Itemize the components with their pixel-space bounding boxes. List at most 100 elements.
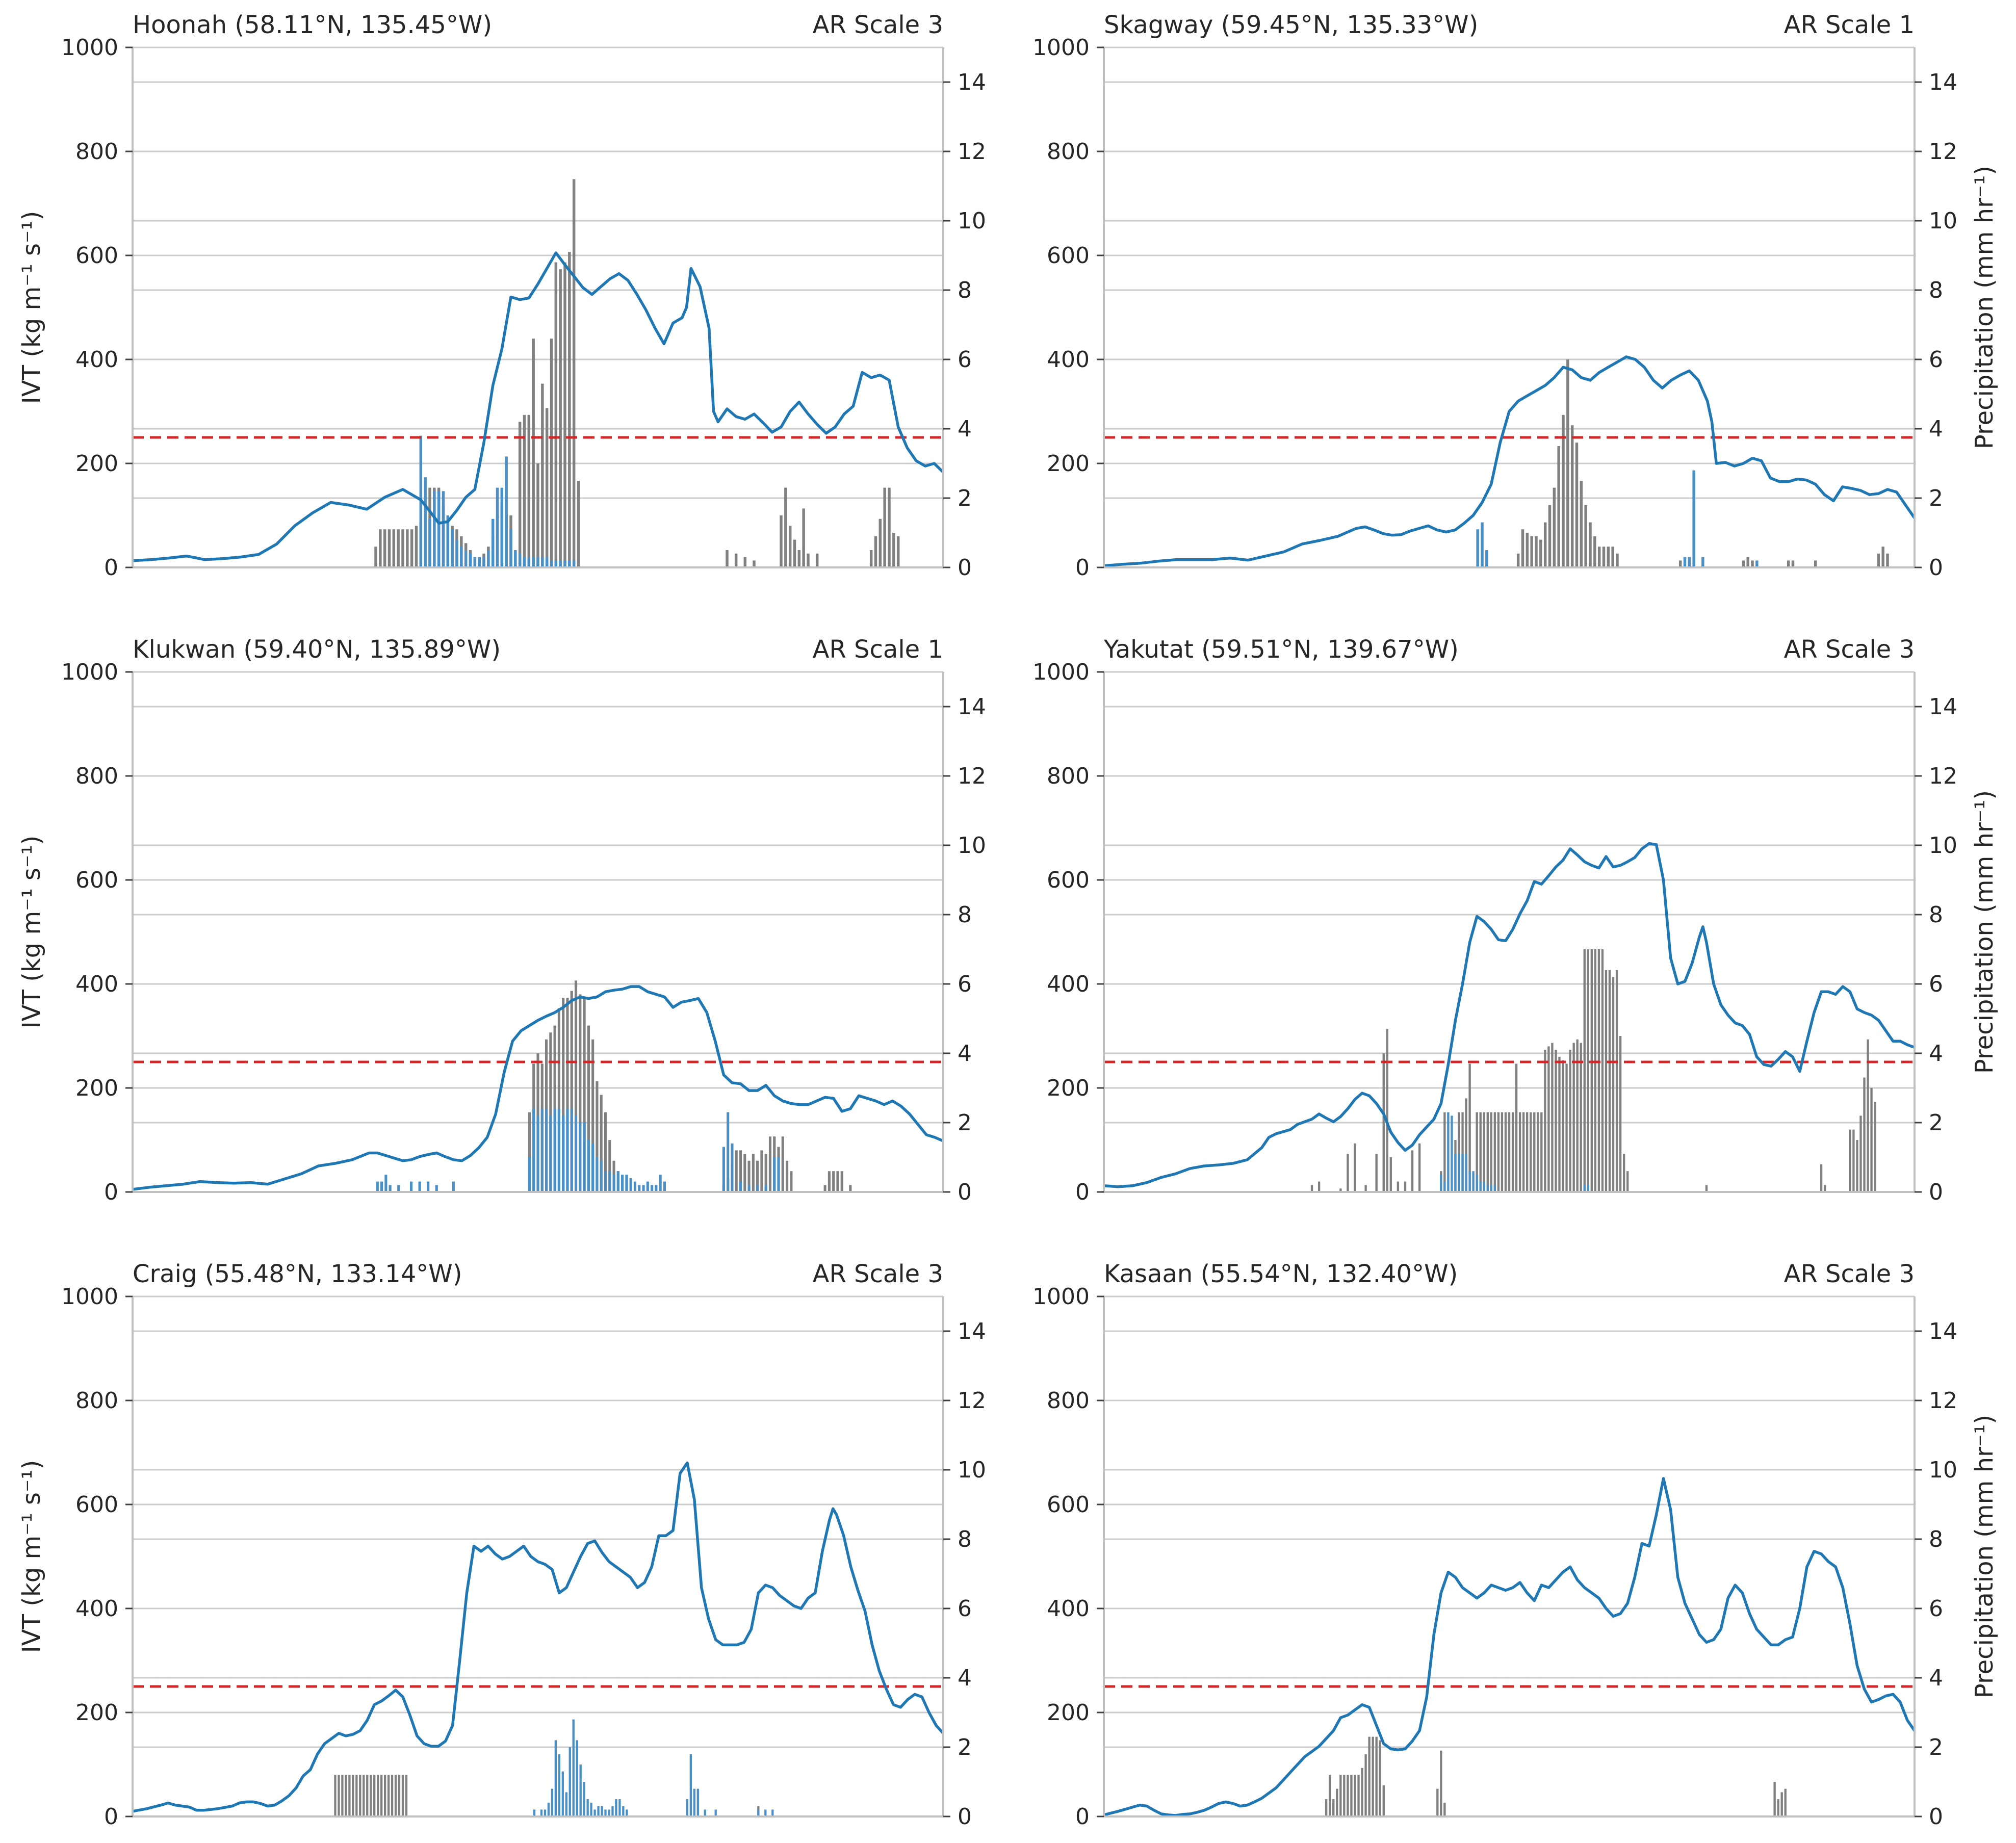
precip-bar (536, 463, 539, 567)
precip-bar (545, 408, 549, 567)
ytick-label-precip: 8 (1929, 902, 1943, 928)
precip-bar (1486, 1112, 1489, 1192)
panel-skagway: 0 200 400 600 800 1000 0 2 4 6 8 10 12 14 Skagway (59… (1032, 11, 1957, 581)
precip-bar-alt (621, 1175, 624, 1192)
ytick-label-ivt: 400 (75, 971, 118, 997)
precip-bar (1569, 1050, 1571, 1192)
precip-bar (1336, 1788, 1338, 1816)
precip-bar (1602, 547, 1606, 567)
precip-bar (1515, 1063, 1518, 1192)
precip-bar-alt (518, 553, 522, 567)
panel-ar-scale: AR Scale 1 (813, 635, 943, 664)
precip-bar-alt (550, 560, 553, 567)
precip-bar (523, 414, 526, 567)
ytick-label-ivt: 600 (75, 1492, 118, 1518)
precip-bar (807, 553, 810, 567)
precip-bar (596, 1081, 599, 1192)
precip-bar (1411, 1150, 1414, 1192)
precip-bar (752, 1154, 755, 1192)
precip-bar (1746, 557, 1749, 567)
precip-bar (1557, 446, 1560, 567)
ytick-label-precip: 6 (958, 971, 972, 997)
ytick-label-ivt: 200 (75, 1075, 118, 1101)
precip-bar (401, 529, 404, 567)
precip-bar-alt (442, 491, 445, 567)
ylabel-ivt-row1: IVT (kg m⁻¹ s⁻¹) (17, 211, 46, 404)
precip-bar-alt (642, 1185, 645, 1192)
precip-bar-alt (428, 518, 431, 567)
panel-title: Hoonah (58.11°N, 135.45°W) (133, 11, 492, 39)
precip-bar-alt (714, 1809, 717, 1816)
precip-bar (587, 1025, 590, 1192)
precip-bar (1357, 1775, 1360, 1816)
precip-bar-alt (437, 491, 441, 567)
precip-bar (815, 553, 819, 567)
precip-bar-alt (579, 1123, 582, 1192)
precip-bar-alt (540, 1108, 544, 1192)
precip-bar-alt (505, 456, 508, 567)
precip-bar (1565, 1063, 1568, 1192)
ivt-line (1103, 355, 1916, 567)
precip-bar (1526, 533, 1529, 567)
ytick-label-precip: 6 (1929, 1596, 1943, 1622)
precip-bar (1443, 1112, 1446, 1192)
precip-bar (1784, 1788, 1787, 1816)
ytick-label-precip: 12 (1929, 139, 1957, 165)
precip-bar (1521, 529, 1524, 567)
precip-bar-alt (496, 487, 499, 567)
precip-bar (391, 1775, 394, 1816)
precip-bar (1516, 553, 1520, 567)
precip-bar-alt (523, 557, 526, 567)
panel-title: Klukwan (59.40°N, 135.89°W) (133, 635, 501, 664)
precip-bar (1622, 1154, 1625, 1192)
precip-bar-alt (1587, 1185, 1589, 1192)
panel-ar-scale: AR Scale 3 (1784, 1260, 1915, 1288)
precip-bar-alt (409, 1181, 413, 1192)
ytick-label-ivt: 600 (1047, 243, 1090, 269)
precip-bar-alt (473, 557, 477, 567)
precip-bar (768, 1136, 772, 1192)
ytick-label-precip: 8 (1929, 277, 1943, 303)
precip-bar (1583, 949, 1586, 1192)
panel-kasaan: 0 200 400 600 800 1000 0 2 4 6 8 10 12 14 Kasaan (55.… (1032, 1260, 1957, 1830)
precip-bar-alt (433, 491, 436, 567)
precip-bar (760, 1150, 763, 1192)
precip-bar (1533, 1112, 1536, 1192)
precip-bar-alt (625, 1175, 628, 1192)
precip-bar-alt (451, 529, 454, 567)
precip-bar-alt (460, 547, 463, 567)
ytick-label-precip: 14 (1929, 1318, 1957, 1344)
ytick-label-precip: 4 (958, 416, 972, 442)
precip-bar (892, 533, 895, 567)
precip-bar-alt (572, 1719, 575, 1816)
precip-bar (1870, 1088, 1873, 1192)
ytick-label-precip: 4 (1929, 416, 1943, 442)
precip-bar-alt (1701, 557, 1704, 567)
precip-bar (557, 1008, 560, 1192)
precip-bar (836, 1171, 839, 1192)
precip-bar (1382, 1053, 1385, 1192)
ytick-label-precip: 10 (958, 208, 986, 234)
precip-bar (387, 529, 391, 567)
ytick-label-precip: 2 (958, 1734, 972, 1760)
precip-bar-alt (427, 1181, 430, 1192)
precip-bar (1597, 949, 1600, 1192)
precip-bar (1526, 1112, 1529, 1192)
ytick-label-precip: 4 (958, 1665, 972, 1691)
precip-bar (1611, 547, 1614, 567)
ytick-label-ivt: 0 (1075, 555, 1090, 581)
precip-bar-alt (622, 1806, 625, 1816)
panel-title: Skagway (59.45°N, 135.33°W) (1104, 11, 1478, 39)
precip-bar (374, 547, 377, 567)
precip-bar (583, 998, 586, 1192)
precip-bar (781, 1136, 784, 1192)
precip-bar (1458, 1112, 1460, 1192)
precip-bar (559, 269, 562, 567)
ytick-label-ivt: 200 (1047, 451, 1090, 477)
ytick-label-ivt: 800 (1047, 1388, 1090, 1414)
precip-bar-alt (704, 1809, 706, 1816)
precip-bar (739, 1150, 742, 1192)
precip-bar-alt (532, 557, 535, 567)
precip-bar (869, 550, 873, 567)
